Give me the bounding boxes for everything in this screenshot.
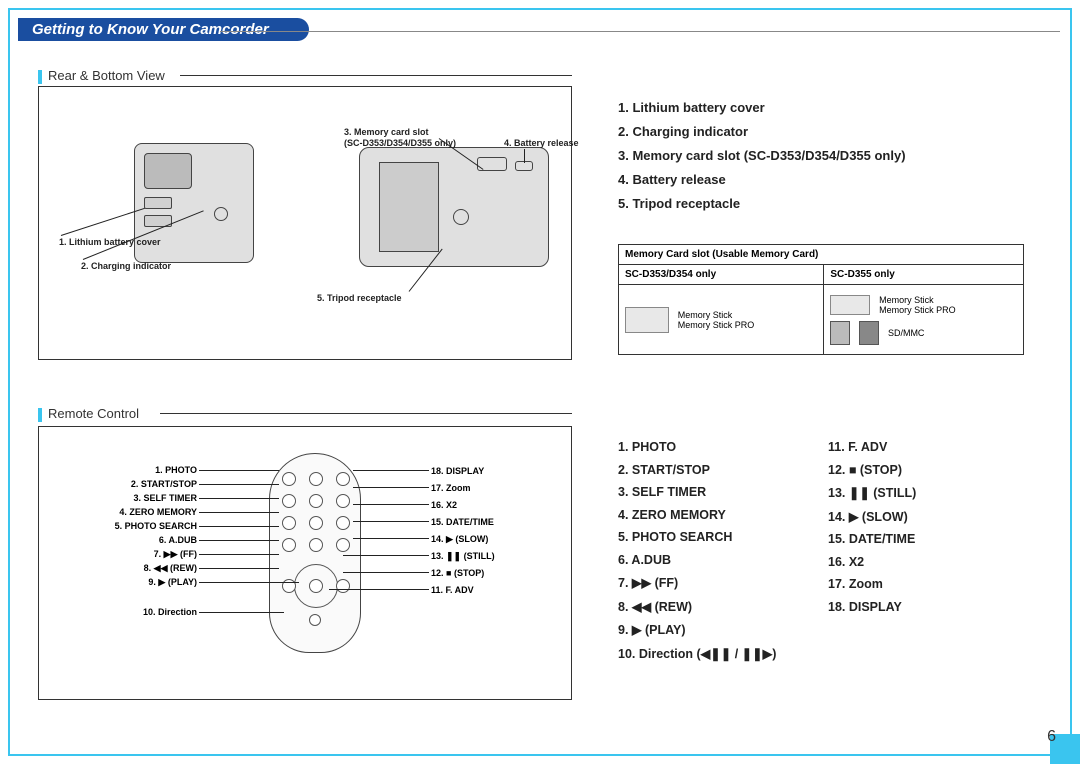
section-heading-remote-text: Remote Control [48, 406, 139, 421]
sd-card-icon [830, 321, 850, 345]
battery-compartment-icon [379, 162, 439, 252]
list-item: 2. Charging indicator [618, 124, 1038, 139]
page-number: 6 [1047, 728, 1056, 746]
list-item: 15. DATE/TIME [828, 532, 1038, 546]
tripod-hole-icon [453, 209, 469, 225]
leader-line [524, 149, 525, 163]
section-heading-rear-text: Rear & Bottom View [48, 68, 165, 83]
diagram-label: 2. Charging indicator [81, 261, 171, 271]
diagram-label: 16. X2 [431, 497, 495, 514]
list-item: 16. X2 [828, 555, 1038, 569]
list-item: 4. ZERO MEMORY [618, 508, 828, 522]
memory-stick-icon [625, 307, 669, 333]
page-title: Getting to Know Your Camcorder [18, 18, 309, 41]
viewfinder-icon [144, 153, 192, 189]
list-item: 1. PHOTO [618, 440, 828, 454]
table-cell: Memory Stick Memory Stick PRO [619, 285, 824, 355]
table-header: SC-D355 only [824, 265, 1024, 285]
list-item: 5. Tripod receptacle [618, 196, 1038, 211]
section-rule [160, 413, 572, 414]
section-heading-remote: Remote Control [38, 406, 139, 422]
list-item: 13. ❚❚ (STILL) [828, 485, 1038, 500]
list-item: 7. ▶▶ (FF) [618, 575, 828, 590]
diagram-label: 6. A.DUB [57, 533, 197, 547]
diagram-label: 11. F. ADV [431, 582, 495, 599]
diagram-label: 9. ▶ (PLAY) [57, 575, 197, 589]
diagram-label: 7. ▶▶ (FF) [57, 547, 197, 561]
list-item: 17. Zoom [828, 577, 1038, 591]
remote-feature-list: 1. PHOTO 2. START/STOP 3. SELF TIMER 4. … [618, 440, 1038, 669]
list-item: 11. F. ADV [828, 440, 1038, 454]
memory-card-table: Memory Card slot (Usable Memory Card) SC… [618, 244, 1024, 355]
title-rule [220, 31, 1060, 32]
card-label: Memory Stick PRO [678, 320, 755, 330]
list-item: 6. A.DUB [618, 553, 828, 567]
table-header: SC-D353/D354 only [619, 265, 824, 285]
list-item: 5. PHOTO SEARCH [618, 530, 828, 544]
remote-diagram: 1. PHOTO 2. START/STOP 3. SELF TIMER 4. … [38, 426, 572, 700]
diagram-label: 10. Direction [57, 605, 197, 619]
diagram-label: 18. DISPLAY [431, 463, 495, 480]
list-item: 12. ■ (STOP) [828, 463, 1038, 477]
rear-diagram: 1. Lithium battery cover 2. Charging ind… [38, 86, 572, 360]
list-item: 1. Lithium battery cover [618, 100, 1038, 115]
list-item: 4. Battery release [618, 172, 1038, 187]
port-icon [144, 197, 172, 209]
table-cell: Memory Stick Memory Stick PRO SD/MMC [824, 285, 1024, 355]
table-caption: Memory Card slot (Usable Memory Card) [619, 245, 1024, 265]
section-rule [180, 75, 572, 76]
memory-stick-icon [830, 295, 870, 315]
card-label: Memory Stick [879, 295, 934, 305]
section-heading-rear: Rear & Bottom View [38, 68, 165, 84]
list-item: 3. Memory card slot (SC-D353/D354/D355 o… [618, 148, 1038, 163]
diagram-label: 17. Zoom [431, 480, 495, 497]
remote-outline [269, 453, 361, 653]
mmc-card-icon [859, 321, 879, 345]
diagram-label: 13. ❚❚ (STILL) [431, 548, 495, 565]
diagram-label: 12. ■ (STOP) [431, 565, 495, 582]
diagram-label: 8. ◀◀ (REW) [57, 561, 197, 575]
diagram-label: 2. START/STOP [57, 477, 197, 491]
card-label: SD/MMC [888, 328, 925, 338]
list-item: 10. Direction (◀❚❚ / ❚❚▶) [618, 646, 828, 661]
rear-feature-list: 1. Lithium battery cover 2. Charging ind… [618, 100, 1038, 220]
diagram-label: 5. PHOTO SEARCH [57, 519, 197, 533]
list-item: 3. SELF TIMER [618, 485, 828, 499]
leader-line [61, 208, 145, 236]
list-item: 8. ◀◀ (REW) [618, 599, 828, 614]
diagram-label: 14. ▶ (SLOW) [431, 531, 495, 548]
remote-list-col-left: 1. PHOTO 2. START/STOP 3. SELF TIMER 4. … [618, 440, 828, 669]
list-item: 18. DISPLAY [828, 600, 1038, 614]
remote-list-col-right: 11. F. ADV 12. ■ (STOP) 13. ❚❚ (STILL) 1… [828, 440, 1038, 669]
list-item: 9. ▶ (PLAY) [618, 622, 828, 637]
diagram-label: 4. ZERO MEMORY [57, 505, 197, 519]
list-item: 14. ▶ (SLOW) [828, 509, 1038, 524]
diagram-label: 1. PHOTO [57, 463, 197, 477]
remote-right-labels: 18. DISPLAY 17. Zoom 16. X2 15. DATE/TIM… [431, 463, 495, 599]
indicator-dot-icon [214, 207, 228, 221]
diagram-label: 5. Tripod receptacle [317, 293, 402, 303]
diagram-label: 1. Lithium battery cover [59, 237, 161, 247]
card-label: Memory Stick [678, 310, 733, 320]
diagram-label: 4. Battery release [504, 138, 579, 148]
card-label: Memory Stick PRO [879, 305, 956, 315]
remote-left-labels: 1. PHOTO 2. START/STOP 3. SELF TIMER 4. … [57, 463, 197, 619]
list-item: 2. START/STOP [618, 463, 828, 477]
diagram-label: 3. Memory card slot [344, 127, 429, 137]
diagram-label: 3. SELF TIMER [57, 491, 197, 505]
diagram-label: 15. DATE/TIME [431, 514, 495, 531]
